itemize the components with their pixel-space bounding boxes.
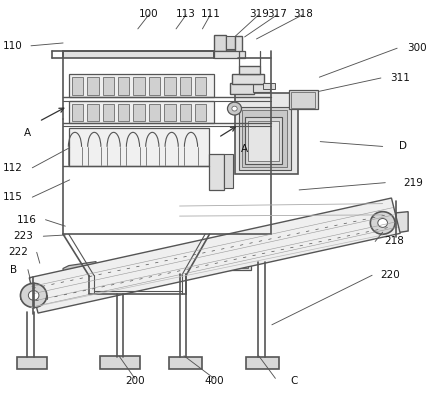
Text: B: B — [10, 265, 17, 275]
Text: 300: 300 — [407, 43, 427, 53]
Bar — [226, 36, 235, 49]
Bar — [234, 36, 242, 53]
Text: 222: 222 — [8, 247, 28, 257]
Bar — [223, 154, 233, 188]
Text: 319: 319 — [249, 8, 269, 19]
Bar — [214, 51, 238, 58]
Text: 111: 111 — [200, 8, 220, 19]
Text: 112: 112 — [3, 163, 23, 173]
Bar — [242, 110, 287, 166]
Bar — [164, 77, 176, 95]
Text: C: C — [290, 376, 297, 386]
Bar — [239, 107, 291, 170]
Bar — [232, 74, 264, 84]
Bar — [103, 77, 114, 95]
Bar — [245, 118, 282, 164]
Bar — [195, 104, 206, 122]
Text: 220: 220 — [380, 270, 400, 280]
Bar — [69, 128, 210, 166]
Bar — [254, 83, 270, 93]
Bar — [210, 154, 223, 190]
Text: A: A — [241, 144, 248, 154]
Bar — [87, 77, 99, 95]
Text: 116: 116 — [17, 215, 36, 225]
Bar — [118, 104, 130, 122]
Polygon shape — [29, 198, 400, 313]
Text: 113: 113 — [176, 8, 196, 19]
Bar — [263, 83, 274, 89]
Bar — [291, 93, 315, 108]
Polygon shape — [63, 261, 96, 272]
Bar — [221, 247, 251, 270]
Bar — [164, 104, 176, 122]
Bar — [214, 51, 245, 58]
Bar — [214, 35, 226, 51]
Bar — [239, 66, 260, 74]
Bar — [223, 250, 248, 268]
Bar — [149, 77, 160, 95]
Bar — [72, 104, 83, 122]
Bar — [87, 104, 99, 122]
Bar — [103, 104, 114, 122]
Bar — [69, 101, 214, 124]
Text: 218: 218 — [384, 236, 404, 246]
Bar — [149, 104, 160, 122]
Bar — [230, 83, 254, 94]
Circle shape — [28, 290, 39, 300]
Text: 318: 318 — [293, 8, 313, 19]
Text: 311: 311 — [390, 73, 410, 83]
Bar — [69, 74, 214, 97]
Circle shape — [217, 257, 226, 264]
Bar — [118, 77, 130, 95]
Text: D: D — [399, 141, 407, 152]
Polygon shape — [396, 212, 408, 233]
Bar — [289, 90, 318, 109]
Text: 223: 223 — [14, 231, 33, 241]
Bar — [179, 104, 191, 122]
Bar — [195, 77, 206, 95]
Text: 115: 115 — [3, 192, 23, 202]
Bar — [63, 51, 215, 58]
Circle shape — [20, 283, 47, 307]
Bar — [72, 77, 83, 95]
Circle shape — [232, 106, 237, 111]
Bar — [246, 357, 279, 369]
Circle shape — [378, 219, 388, 227]
Bar — [133, 77, 145, 95]
Text: 200: 200 — [125, 376, 145, 386]
Circle shape — [212, 252, 231, 269]
Text: A: A — [24, 128, 32, 138]
Text: 400: 400 — [204, 376, 224, 386]
Circle shape — [227, 102, 242, 115]
Bar — [179, 77, 191, 95]
Bar — [100, 356, 140, 369]
Text: 110: 110 — [3, 41, 22, 51]
Bar — [248, 121, 279, 161]
Circle shape — [370, 212, 395, 234]
Text: 219: 219 — [404, 178, 423, 188]
Text: 100: 100 — [139, 8, 159, 19]
Bar — [133, 104, 145, 122]
Bar — [17, 357, 47, 369]
Text: 317: 317 — [267, 8, 287, 19]
Bar — [234, 93, 298, 174]
Bar — [169, 357, 202, 369]
